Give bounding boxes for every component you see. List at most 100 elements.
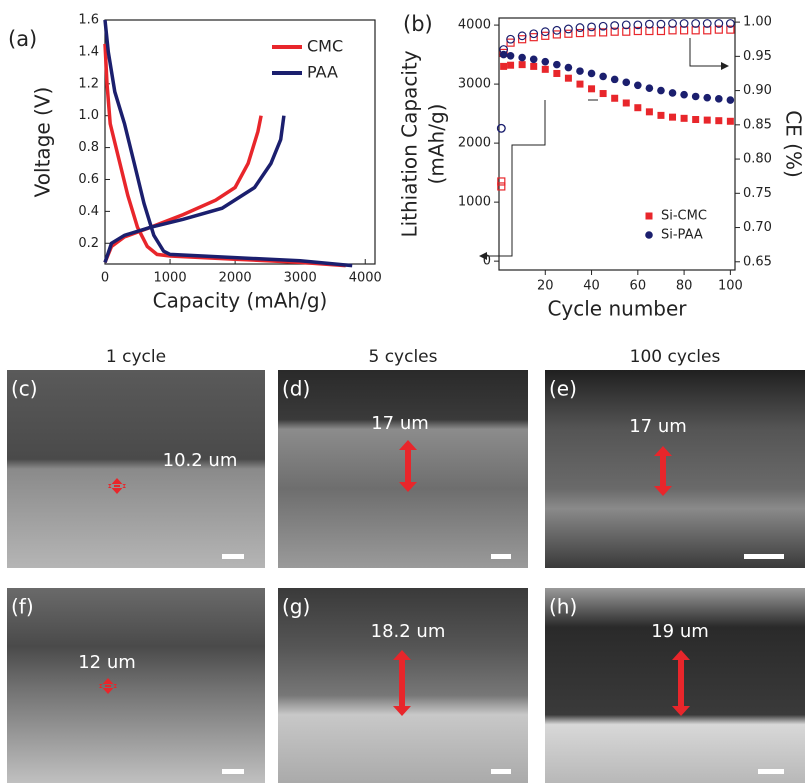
y2-tick-label: 0.70 [743, 220, 772, 235]
data-point [599, 73, 607, 81]
data-point [611, 76, 619, 84]
legend-label: CMC [307, 37, 343, 56]
series-line [105, 20, 352, 266]
panel-label: (e) [549, 377, 577, 401]
data-point [703, 20, 711, 28]
legend-label: PAA [307, 63, 338, 82]
legend-marker [645, 231, 653, 239]
x-tick-label: 0 [101, 271, 109, 286]
figure: 010002000300040000.20.40.60.81.01.21.41.… [0, 0, 809, 783]
y2-tick-label: 0.90 [743, 83, 772, 98]
data-point [541, 58, 549, 66]
data-point [715, 95, 723, 103]
data-point [646, 108, 653, 115]
thickness-label: 17 um [629, 416, 687, 437]
column-header: 5 cycles [368, 347, 437, 367]
data-point [541, 28, 549, 36]
y-tick-label: 1.6 [78, 13, 99, 28]
scale-bar [491, 769, 511, 774]
scale-bar [222, 769, 244, 774]
data-point [576, 81, 583, 88]
data-point [565, 64, 573, 72]
data-point [692, 20, 700, 28]
data-point [703, 94, 711, 102]
data-point [657, 87, 665, 95]
y-tick-label: 1000 [458, 195, 491, 210]
data-point [680, 20, 688, 28]
data-point [623, 99, 630, 106]
column-header: 100 cycles [630, 347, 721, 367]
data-point [600, 90, 607, 97]
data-point [622, 21, 630, 29]
sem-image [545, 370, 805, 568]
data-point [657, 20, 665, 28]
data-point [646, 20, 654, 28]
data-point [704, 117, 711, 124]
y-tick-label: 1.2 [78, 76, 99, 91]
legend-marker [646, 213, 653, 220]
x-tick-label: 3000 [284, 271, 317, 286]
y-axis-label: Voltage (V) [31, 87, 55, 198]
data-point [669, 20, 677, 28]
panel-label: (c) [11, 377, 38, 401]
y2-tick-label: 0.80 [743, 152, 772, 167]
x-tick-label: 60 [630, 279, 647, 294]
axis-arrow [480, 100, 545, 256]
data-point [692, 116, 699, 123]
x-tick-label: 4000 [349, 271, 382, 286]
y-tick-label: 1.0 [78, 108, 99, 123]
legend-label: Si-PAA [661, 228, 703, 243]
data-point [507, 52, 515, 60]
thickness-label: 18.2 um [371, 621, 446, 642]
y2-tick-label: 0.65 [743, 254, 772, 269]
sem-image [278, 370, 528, 568]
data-point [576, 24, 584, 32]
data-point [507, 62, 514, 69]
x-tick-label: 40 [583, 279, 600, 294]
scale-bar [222, 554, 244, 559]
y2-tick-label: 0.75 [743, 186, 772, 201]
y-tick-label: 0.4 [78, 204, 99, 219]
y-tick-label: 2000 [458, 136, 491, 151]
sem-image [7, 588, 265, 783]
sem-image [545, 588, 805, 783]
panel-label: (d) [282, 377, 310, 401]
data-point [588, 70, 596, 78]
scale-bar [744, 554, 784, 559]
panel-label: (h) [549, 595, 577, 619]
data-point [657, 112, 664, 119]
data-point [715, 117, 722, 124]
data-point [576, 67, 584, 75]
data-point [553, 61, 561, 69]
x-tick-label: 100 [718, 279, 743, 294]
x-tick-label: 80 [676, 279, 693, 294]
data-point [518, 54, 526, 62]
y2-axis-label: CE (%) [782, 110, 806, 178]
data-point [565, 25, 573, 33]
panel-title: (a) [8, 27, 37, 51]
data-point [530, 63, 537, 70]
y-tick-label: 0.8 [78, 140, 99, 155]
axis-arrow [690, 38, 728, 66]
data-point [553, 27, 561, 35]
data-point [500, 63, 507, 70]
y-axis-label: (mAh/g) [425, 104, 449, 185]
data-point [588, 85, 595, 92]
data-point [727, 118, 734, 125]
data-point [727, 96, 735, 104]
data-point [692, 93, 700, 101]
data-point [646, 84, 654, 92]
panel-label: (f) [11, 595, 34, 619]
y-tick-label: 1.4 [78, 44, 99, 59]
data-point [542, 66, 549, 73]
y-tick-label: 4000 [458, 18, 491, 33]
thickness-label: 17 um [371, 413, 429, 434]
x-axis-label: Capacity (mAh/g) [153, 289, 328, 313]
x-axis-label: Cycle number [547, 297, 687, 321]
data-point [588, 23, 596, 31]
y2-tick-label: 0.85 [743, 117, 772, 132]
y-tick-label: 3000 [458, 77, 491, 92]
